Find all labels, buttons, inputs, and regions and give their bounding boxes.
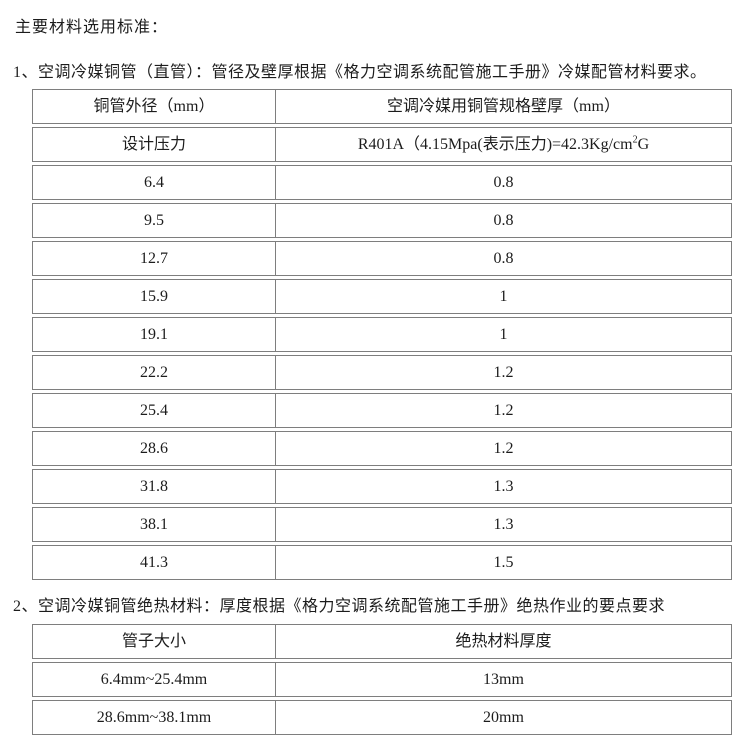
table-row: 28.6 1.2 bbox=[32, 431, 732, 466]
pipe-od-cell: 41.3 bbox=[32, 545, 276, 580]
pipe-od-cell: 19.1 bbox=[32, 317, 276, 352]
pipe-od-cell: 28.6 bbox=[32, 431, 276, 466]
pipe-size-cell: 6.4mm~25.4mm bbox=[32, 662, 276, 697]
pipe-od-cell: 38.1 bbox=[32, 507, 276, 542]
table-row: 12.7 0.8 bbox=[32, 241, 732, 276]
insulation-thickness-table: 管子大小 绝热材料厚度 6.4mm~25.4mm 13mm 28.6mm~38.… bbox=[32, 624, 732, 735]
wall-thickness-cell: 1.2 bbox=[276, 355, 732, 390]
wall-thickness-cell: 1.2 bbox=[276, 393, 732, 428]
design-pressure-row: 设计压力 R401A（4.15Mpa(表示压力)=42.3Kg/cm2G bbox=[32, 127, 732, 162]
pipe-od-cell: 15.9 bbox=[32, 279, 276, 314]
design-pressure-value-prefix: R401A（4.15Mpa(表示压力)=42.3Kg/cm bbox=[357, 136, 633, 153]
table-row: 15.9 1 bbox=[32, 279, 732, 314]
wall-thickness-cell: 0.8 bbox=[276, 241, 732, 276]
section2-heading: 2、空调冷媒铜管绝热材料：厚度根据《格力空调系统配管施工手册》绝热作业的要点要求 bbox=[13, 598, 666, 615]
design-pressure-superscript: 2 bbox=[632, 134, 638, 146]
pipe-od-cell: 6.4 bbox=[32, 165, 276, 200]
header-pipe-od: 铜管外径（mm） bbox=[32, 89, 276, 124]
pipe-od-cell: 22.2 bbox=[32, 355, 276, 390]
wall-thickness-cell: 0.8 bbox=[276, 203, 732, 238]
wall-thickness-cell: 1.2 bbox=[276, 431, 732, 466]
design-pressure-value-suffix: G bbox=[637, 136, 650, 153]
design-pressure-value: R401A（4.15Mpa(表示压力)=42.3Kg/cm2G bbox=[276, 127, 732, 162]
wall-thickness-cell: 1.3 bbox=[276, 469, 732, 504]
table-row: 19.1 1 bbox=[32, 317, 732, 352]
table-row: 6.4 0.8 bbox=[32, 165, 732, 200]
table-row: 31.8 1.3 bbox=[32, 469, 732, 504]
pipe-od-cell: 31.8 bbox=[32, 469, 276, 504]
design-pressure-label: 设计压力 bbox=[32, 127, 276, 162]
wall-thickness-cell: 1.3 bbox=[276, 507, 732, 542]
table-row: 6.4mm~25.4mm 13mm bbox=[32, 662, 732, 697]
table-row: 25.4 1.2 bbox=[32, 393, 732, 428]
table-header-row: 管子大小 绝热材料厚度 bbox=[32, 624, 732, 659]
pipe-od-cell: 12.7 bbox=[32, 241, 276, 276]
table-row: 28.6mm~38.1mm 20mm bbox=[32, 700, 732, 735]
header-wall-thickness: 空调冷媒用铜管规格壁厚（mm） bbox=[276, 89, 732, 124]
header-pipe-size: 管子大小 bbox=[32, 624, 276, 659]
copper-pipe-spec-table: 铜管外径（mm） 空调冷媒用铜管规格壁厚（mm） 设计压力 R401A（4.15… bbox=[32, 89, 732, 580]
table-row: 38.1 1.3 bbox=[32, 507, 732, 542]
pipe-size-cell: 28.6mm~38.1mm bbox=[32, 700, 276, 735]
insulation-thickness-cell: 13mm bbox=[276, 662, 732, 697]
pipe-od-cell: 25.4 bbox=[32, 393, 276, 428]
pipe-od-cell: 9.5 bbox=[32, 203, 276, 238]
table-row: 41.3 1.5 bbox=[32, 545, 732, 580]
wall-thickness-cell: 0.8 bbox=[276, 165, 732, 200]
table-header-row: 铜管外径（mm） 空调冷媒用铜管规格壁厚（mm） bbox=[32, 89, 732, 124]
table-row: 9.5 0.8 bbox=[32, 203, 732, 238]
wall-thickness-cell: 1 bbox=[276, 279, 732, 314]
section1-heading: 1、空调冷媒铜管（直管）：管径及壁厚根据《格力空调系统配管施工手册》冷媒配管材料… bbox=[13, 64, 707, 81]
table-row: 22.2 1.2 bbox=[32, 355, 732, 390]
wall-thickness-cell: 1 bbox=[276, 317, 732, 352]
insulation-thickness-cell: 20mm bbox=[276, 700, 732, 735]
wall-thickness-cell: 1.5 bbox=[276, 545, 732, 580]
page-title: 主要材料选用标准： bbox=[15, 19, 169, 36]
header-insulation-thickness: 绝热材料厚度 bbox=[276, 624, 732, 659]
